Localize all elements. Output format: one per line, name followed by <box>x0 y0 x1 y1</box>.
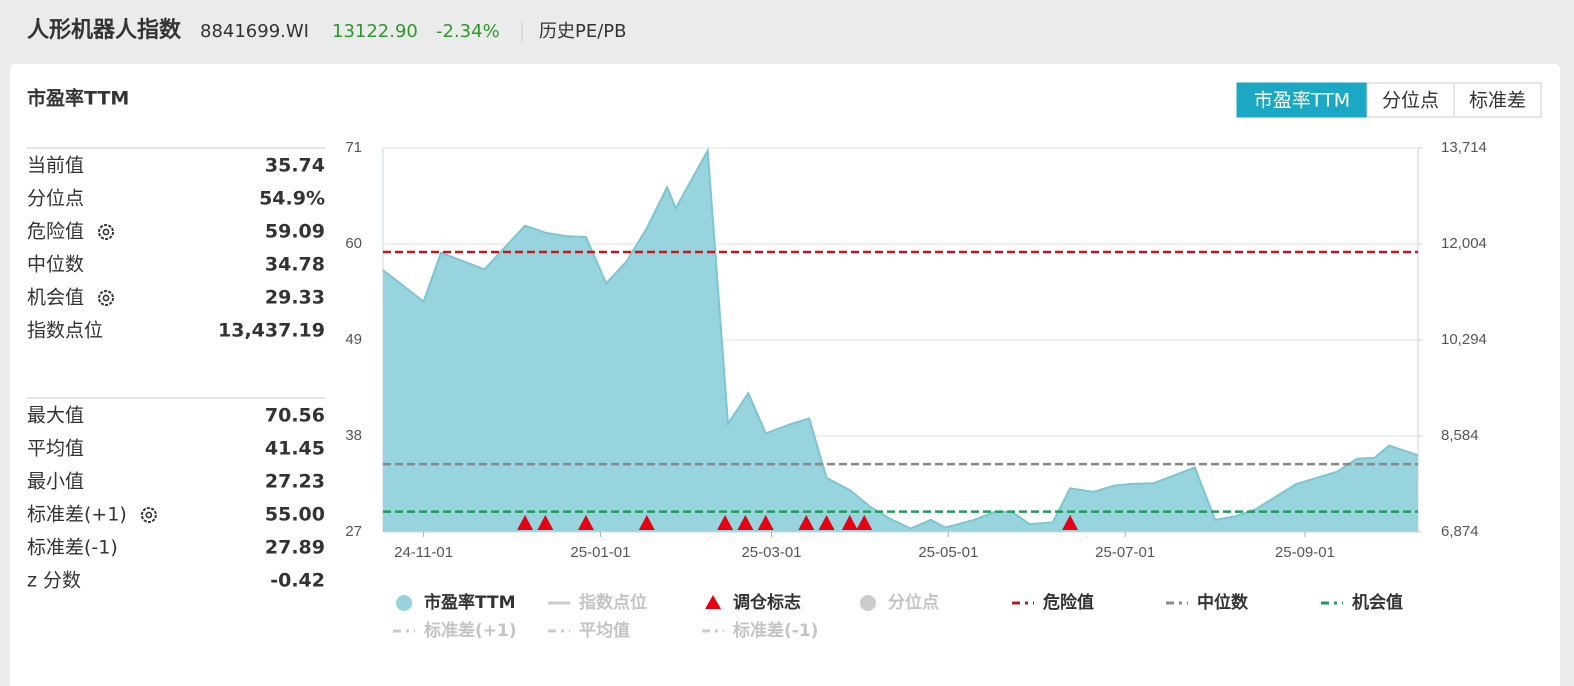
x-tick-label: 25-03-01 <box>741 544 801 561</box>
stat-name: 最大值 <box>27 405 84 427</box>
legend-label[interactable]: 调仓标志 <box>733 592 801 613</box>
gear-hole <box>145 511 153 519</box>
gear-icon[interactable] <box>98 290 115 306</box>
panel-title: 市盈率TTM <box>27 87 129 110</box>
x-tick-label: 25-07-01 <box>1095 544 1155 561</box>
stat-name: 标准差(+1) <box>27 504 127 526</box>
stat-name: 标准差(-1) <box>27 537 118 559</box>
stat-value: 27.23 <box>265 471 325 493</box>
stat-name: 分位点 <box>27 188 84 210</box>
gear-icon[interactable] <box>140 507 157 523</box>
rebalance-marker <box>638 515 655 530</box>
y-tick-label: 38 <box>345 427 362 444</box>
rebalance-marker <box>818 515 835 530</box>
tab-label: 分位点 <box>1382 90 1439 112</box>
y2-tick-label: 13,714 <box>1441 139 1487 156</box>
stat-name: 平均值 <box>27 438 84 460</box>
history-link[interactable]: 历史PE/PB <box>539 21 627 42</box>
legend-symbol <box>860 595 876 611</box>
area <box>383 150 1418 532</box>
y-tick-label: 71 <box>345 139 362 156</box>
legend-label[interactable]: 中位数 <box>1197 592 1249 613</box>
stat-name: 机会值 <box>27 287 84 309</box>
x-tick-label: 25-09-01 <box>1275 544 1335 561</box>
legend-label[interactable]: 机会值 <box>1352 592 1403 613</box>
y-tick-label: 60 <box>345 235 362 252</box>
tab[interactable] <box>1453 82 1542 118</box>
stat-value: 70.56 <box>265 405 325 427</box>
legend-label[interactable]: 标准差(+1) <box>424 620 517 641</box>
stat-name: z 分数 <box>27 570 81 592</box>
stat-value: 35.74 <box>265 155 325 177</box>
gear-hole <box>102 228 110 236</box>
index-title: 人形机器人指数 <box>27 17 182 43</box>
rebalance-marker <box>1062 515 1079 530</box>
rebalance-marker <box>577 515 594 530</box>
y2-tick-label: 12,004 <box>1441 235 1487 252</box>
index-price: 13122.90 <box>332 21 418 42</box>
rebalance-marker <box>841 515 858 530</box>
stat-value: 13,437.19 <box>218 320 325 342</box>
line <box>382 147 1419 530</box>
index-change: -2.34% <box>436 21 500 42</box>
stat-value: -0.42 <box>270 570 325 592</box>
stat-name: 当前值 <box>27 155 84 177</box>
gear-icon[interactable] <box>98 224 115 240</box>
y2-tick-label: 6,874 <box>1441 523 1479 540</box>
tab-label: 标准差 <box>1469 90 1526 112</box>
stat-name: 指数点位 <box>27 320 103 342</box>
stat-value: 54.9% <box>259 188 325 210</box>
index-code: 8841699.WI <box>200 21 309 42</box>
y2-tick-label: 10,294 <box>1441 331 1487 348</box>
legend-label[interactable]: 市盈率TTM <box>424 592 516 613</box>
tab-label: 市盈率TTM <box>1254 90 1350 112</box>
tab[interactable] <box>1236 82 1368 118</box>
stat-value: 59.09 <box>265 221 325 243</box>
stat-value: 55.00 <box>265 504 325 526</box>
rebalance-marker <box>717 515 734 530</box>
rebalance-marker <box>737 515 754 530</box>
legend-label[interactable]: 指数点位 <box>579 592 647 613</box>
legend-symbol <box>396 595 412 611</box>
rebalance-marker <box>537 515 554 530</box>
stat-value: 41.45 <box>265 438 325 460</box>
x-tick-label: 24-11-01 <box>394 544 453 561</box>
rebalance-marker <box>757 515 774 530</box>
y-tick-label: 49 <box>345 331 362 348</box>
legend-symbol <box>705 595 721 609</box>
gear-hole <box>102 294 110 302</box>
stat-name: 最小值 <box>27 471 84 493</box>
stat-value: 29.33 <box>265 287 325 309</box>
legend-label[interactable]: 分位点 <box>888 592 939 613</box>
x-tick-label: 25-01-01 <box>570 544 630 561</box>
rebalance-marker <box>517 515 534 530</box>
y-tick-label: 27 <box>345 523 362 540</box>
y2-tick-label: 8,584 <box>1441 427 1479 444</box>
legend-label[interactable]: 标准差(-1) <box>733 620 818 641</box>
stat-name: 中位数 <box>27 254 84 276</box>
x-tick-label: 25-05-01 <box>918 544 978 561</box>
legend-label[interactable]: 平均值 <box>579 620 630 641</box>
stat-value: 27.89 <box>265 537 325 559</box>
stat-value: 34.78 <box>265 254 325 276</box>
rebalance-marker <box>856 515 873 530</box>
stat-name: 危险值 <box>27 221 84 243</box>
rebalance-marker <box>798 515 815 530</box>
legend-label[interactable]: 危险值 <box>1042 592 1094 613</box>
